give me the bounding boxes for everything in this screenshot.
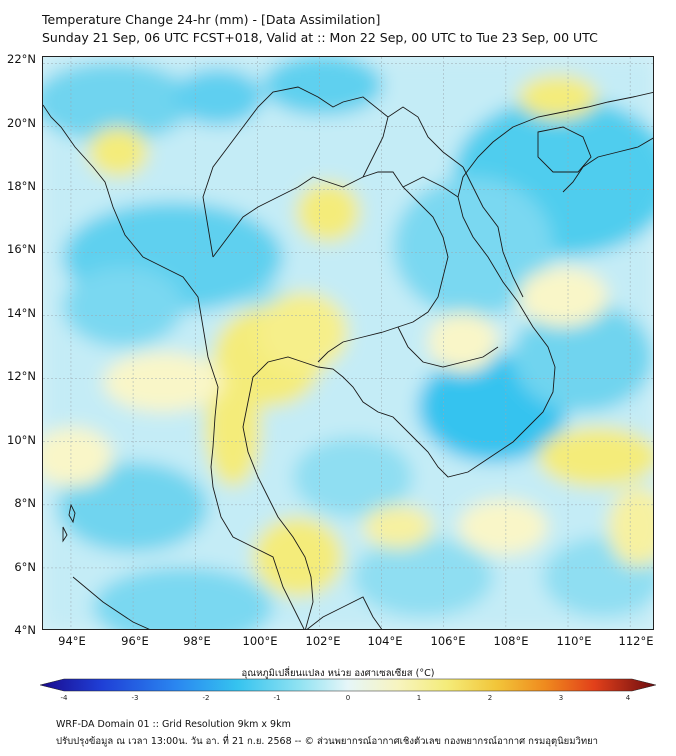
anomaly-field xyxy=(43,57,653,629)
colorbar-ramp xyxy=(40,678,656,692)
lon-label-94: 94°E xyxy=(58,634,86,648)
colorbar-tick-3: 3 xyxy=(558,694,564,702)
lat-label-8: 8°N xyxy=(14,496,36,510)
malay-peninsula xyxy=(306,596,383,629)
lat-label-14: 14°N xyxy=(7,306,36,320)
sumatra-coast xyxy=(72,576,150,629)
lon-label-96: 96°E xyxy=(121,634,149,648)
colorbar-tick-neg4: -4 xyxy=(60,694,68,702)
nicobar-islands xyxy=(62,526,68,543)
lat-label-18: 18°N xyxy=(7,179,36,193)
hainan-island xyxy=(537,126,592,173)
myanmar-china-border xyxy=(202,86,389,258)
lon-label-112: 112°E xyxy=(618,634,654,648)
colorbar-tick-neg1: -1 xyxy=(273,694,281,702)
thailand-border xyxy=(212,171,449,363)
lat-label-4: 4°N xyxy=(14,623,36,637)
lon-label-100: 100°E xyxy=(242,634,278,648)
lon-label-104: 104°E xyxy=(367,634,403,648)
footer-credit: ปรับปรุงข้อมูล ณ เวลา 13:00น. วัน อา. ที… xyxy=(56,736,598,747)
colorbar-tick-neg2: -2 xyxy=(202,694,210,702)
lat-label-6: 6°N xyxy=(14,560,36,574)
colorbar-tick-0: 0 xyxy=(345,694,351,702)
laos-north-border xyxy=(362,106,464,178)
lon-label-108: 108°E xyxy=(493,634,529,648)
lon-label-98: 98°E xyxy=(183,634,211,648)
lon-label-110: 110°E xyxy=(556,634,592,648)
andaman-islands xyxy=(68,503,76,524)
lat-label-12: 12°N xyxy=(7,369,36,383)
graticule xyxy=(43,57,653,629)
coastlines-and-borders xyxy=(43,86,653,629)
map-panel xyxy=(42,56,654,630)
colorbar-tick-2: 2 xyxy=(487,694,493,702)
colorbar-label: อุณหภูมิเปลี่ยนแปลง หน่วย องศาเซลเซียส (… xyxy=(241,668,435,679)
lat-label-16: 16°N xyxy=(7,242,36,256)
lon-label-106: 106°E xyxy=(430,634,466,648)
temperature-change-map xyxy=(43,57,653,629)
footer-model-info: WRF-DA Domain 01 :: Grid Resolution 9km … xyxy=(56,719,291,730)
west-coastline xyxy=(43,104,305,629)
lon-label-102: 102°E xyxy=(305,634,341,648)
lat-label-22: 22°N xyxy=(7,52,36,66)
chart-subtitle-validity: Sunday 21 Sep, 06 UTC FCST+018, Valid at… xyxy=(42,30,598,45)
lat-label-20: 20°N xyxy=(7,116,36,130)
colorbar-tick-1: 1 xyxy=(416,694,422,702)
lat-label-10: 10°N xyxy=(7,433,36,447)
cambodia-border xyxy=(397,326,499,368)
vietnam-laos-border xyxy=(462,166,524,298)
laos-vietnam-border xyxy=(402,176,459,198)
colorbar xyxy=(40,678,656,692)
east-coastline xyxy=(242,91,653,629)
colorbar-tick-neg3: -3 xyxy=(131,694,139,702)
chart-title: Temperature Change 24-hr (mm) - [Data As… xyxy=(42,12,381,27)
china-coast xyxy=(562,137,653,193)
colorbar-tick-4: 4 xyxy=(625,694,631,702)
